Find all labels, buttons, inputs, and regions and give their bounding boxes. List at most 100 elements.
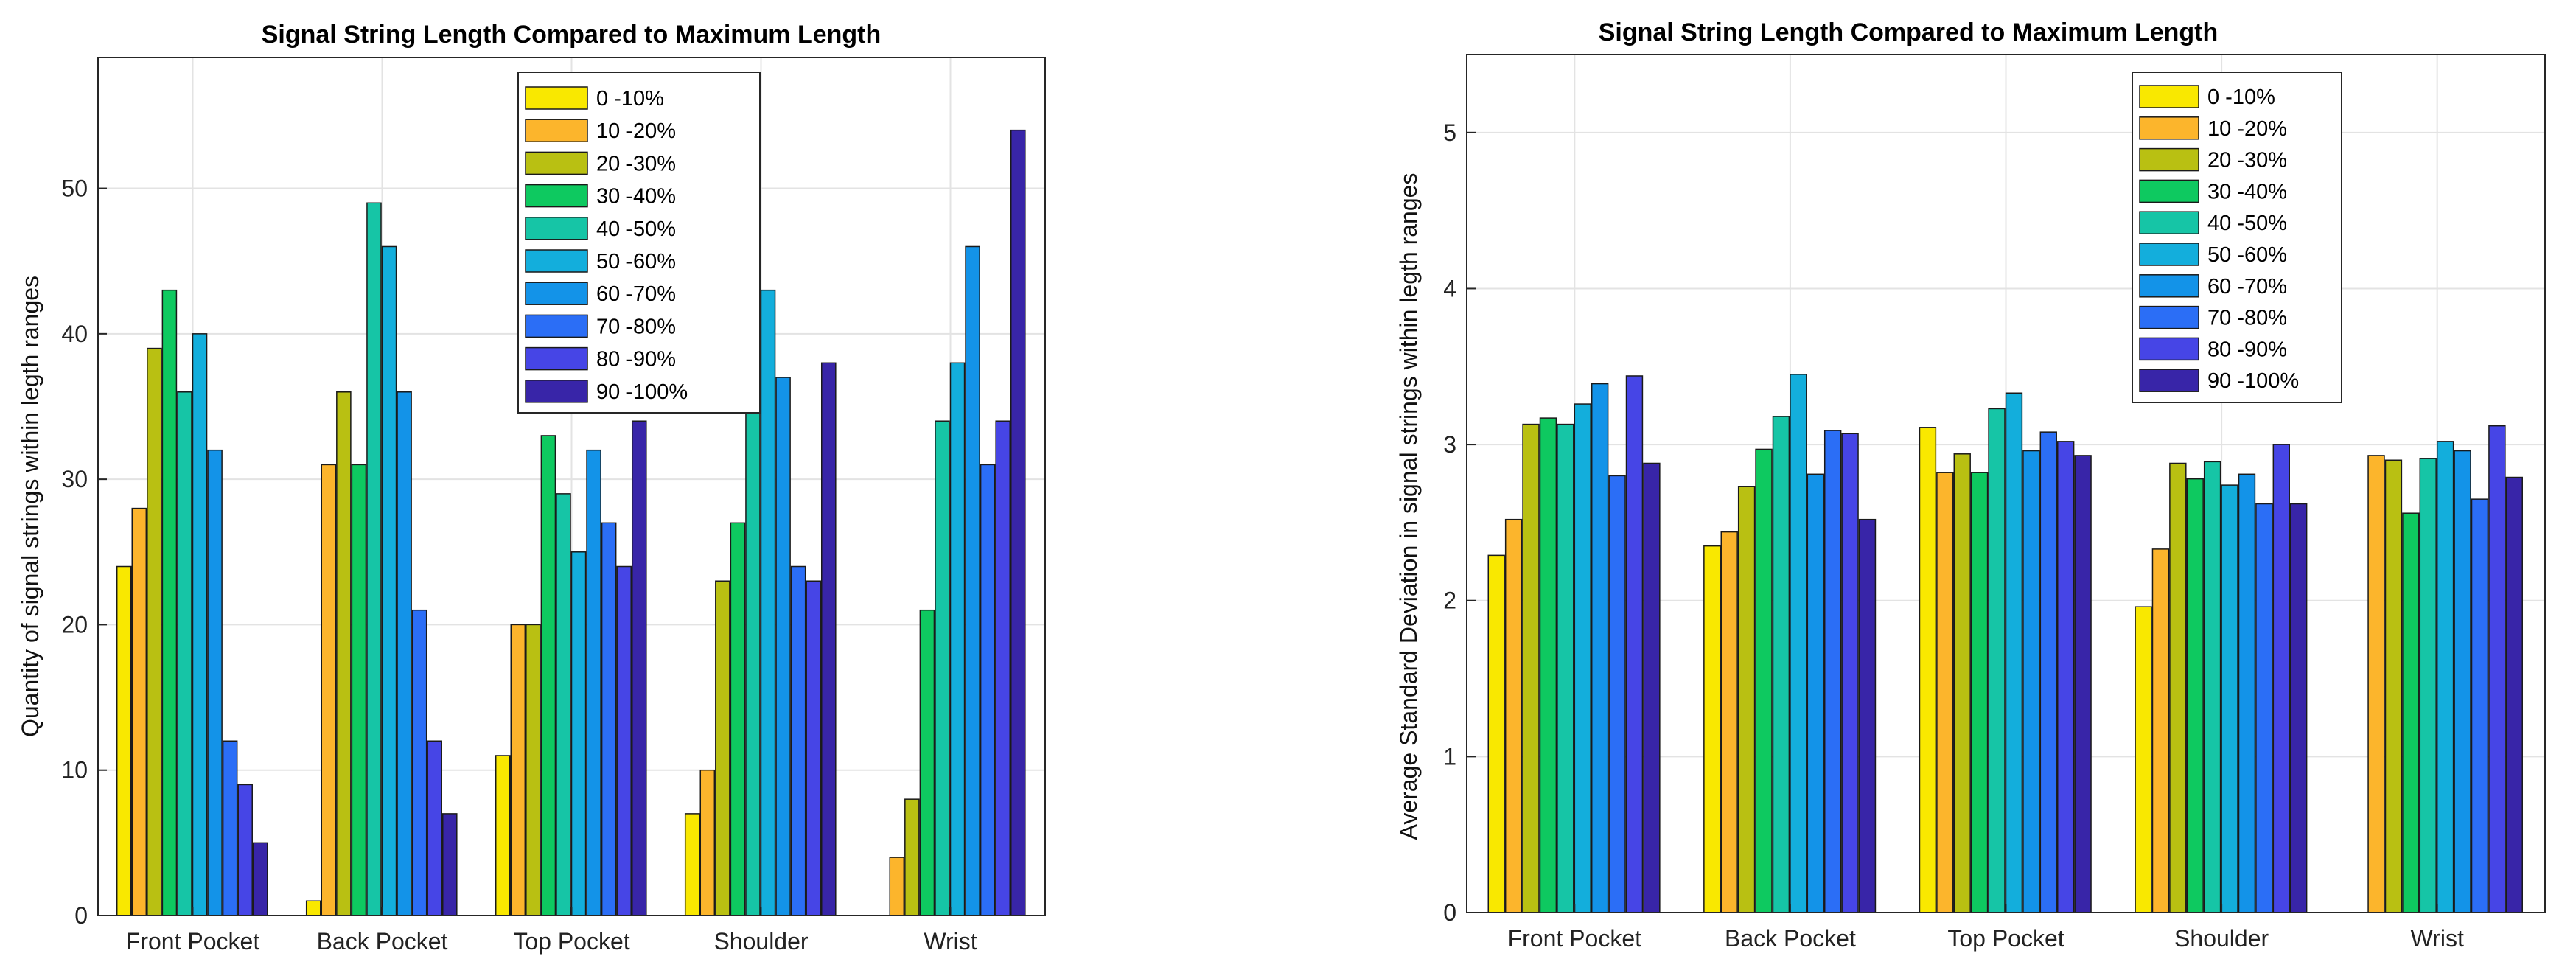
- bar: [1970, 472, 1989, 913]
- legend-swatch: [525, 314, 588, 338]
- bar: [2419, 458, 2437, 913]
- bar: [1539, 417, 1557, 913]
- bar: [305, 900, 321, 916]
- legend-swatch: [2139, 179, 2199, 203]
- y-tick-label: 4: [1443, 275, 1456, 301]
- legend-label: 30 -40%: [2207, 180, 2287, 203]
- legend-swatch: [525, 151, 588, 175]
- legend-label: 20 -30%: [596, 152, 676, 175]
- bar: [556, 493, 571, 916]
- y-tick-labels: 0 10 20 30 40 50: [61, 175, 107, 929]
- bar: [2384, 459, 2403, 913]
- legend-label: 50 -60%: [2207, 243, 2287, 267]
- chart-std-deviation: Signal String Length Compared to Maximum…: [1395, 18, 2546, 952]
- bar: [745, 362, 761, 916]
- bar: [1807, 473, 1824, 913]
- bar: [1858, 518, 1877, 913]
- bar: [1608, 475, 1626, 913]
- legend: 0 -10% 10 -20% 20 -30% 30 -40% 40 -50% 50 -60…: [517, 72, 761, 414]
- bar: [397, 391, 412, 916]
- bar: [820, 362, 837, 916]
- bar: [2289, 503, 2308, 913]
- legend: 0 -10% 10 -20% 20 -30% 30 -40% 40 -50% 50 -60…: [2132, 72, 2342, 403]
- bar: [237, 784, 253, 916]
- bar: [351, 464, 367, 916]
- bar: [889, 857, 905, 916]
- bar: [2367, 455, 2385, 913]
- legend-swatch: [525, 184, 588, 208]
- legend-swatch: [525, 86, 588, 110]
- bar: [2203, 461, 2221, 913]
- x-tick-labels: Front Pocket Back Pocket Top Pocket Shoulde…: [1508, 904, 2464, 952]
- legend-label: 20 -30%: [2207, 149, 2287, 172]
- legend-label: 0 -10%: [2207, 86, 2275, 109]
- y-tick-label: 3: [1443, 431, 1456, 458]
- bar: [1010, 129, 1026, 916]
- legend-label: 80 -90%: [596, 348, 676, 372]
- bar: [2402, 512, 2420, 913]
- legend-label: 0 -10%: [596, 87, 664, 111]
- bar: [631, 420, 647, 916]
- bar: [775, 377, 791, 916]
- bar: [2056, 441, 2075, 913]
- bar: [147, 347, 162, 916]
- legend-swatch: [2139, 147, 2199, 172]
- bar: [1703, 545, 1721, 913]
- x-tick-label: Wrist: [924, 928, 977, 955]
- x-tick-label: Wrist: [2411, 925, 2464, 952]
- bar: [381, 245, 397, 916]
- bar: [1988, 408, 2006, 913]
- bar: [2186, 478, 2204, 913]
- x-tick-label: Front Pocket: [1508, 925, 1642, 952]
- legend-label: 10 -20%: [596, 119, 676, 143]
- bar: [1625, 375, 1644, 913]
- legend-label: 70 -80%: [2207, 307, 2287, 330]
- y-tick-labels: 0 1 2 3 4 5: [1443, 119, 1476, 926]
- bar: [116, 565, 132, 916]
- bar: [1790, 374, 1807, 913]
- bar: [495, 755, 511, 916]
- y-tick-label: 30: [61, 466, 88, 492]
- bar: [760, 289, 776, 916]
- legend-swatch: [2139, 85, 2199, 108]
- bar: [904, 798, 920, 916]
- x-tick-label: Back Pocket: [317, 928, 448, 955]
- bar: [177, 391, 192, 916]
- legend-label: 70 -80%: [596, 315, 676, 338]
- legend-label: 60 -70%: [596, 282, 676, 306]
- legend-label: 80 -90%: [2207, 338, 2287, 361]
- legend-label: 60 -70%: [2207, 275, 2287, 299]
- y-axis-label: Average Standard Deviation in signal str…: [1395, 173, 1422, 840]
- bar: [919, 609, 935, 916]
- bar: [2039, 431, 2057, 913]
- y-tick-label: 40: [61, 321, 88, 347]
- bar: [1522, 423, 1540, 913]
- legend-swatch: [525, 346, 588, 371]
- bar: [510, 624, 526, 916]
- bar: [715, 580, 730, 916]
- y-tick-label: 10: [61, 757, 88, 784]
- bar: [411, 609, 427, 916]
- bar: [526, 624, 541, 916]
- legend-label: 40 -50%: [596, 217, 676, 241]
- bar: [949, 362, 966, 916]
- bar: [2272, 444, 2290, 913]
- bar: [2169, 462, 2187, 913]
- bar: [2074, 455, 2092, 913]
- bar: [2022, 450, 2040, 913]
- bar: [2436, 441, 2454, 913]
- bar: [2135, 606, 2152, 913]
- legend-swatch: [2139, 243, 2199, 266]
- bar: [222, 740, 238, 916]
- bar: [965, 245, 980, 916]
- legend-label: 90 -100%: [2207, 369, 2299, 393]
- bar: [1841, 433, 1859, 913]
- bar: [1504, 518, 1523, 913]
- bar: [1823, 430, 1842, 913]
- bar: [321, 464, 337, 916]
- legend-swatch: [2139, 369, 2199, 392]
- legend-swatch: [525, 217, 588, 240]
- bar: [131, 507, 147, 916]
- bar: [935, 420, 950, 916]
- y-tick-label: 20: [61, 611, 88, 638]
